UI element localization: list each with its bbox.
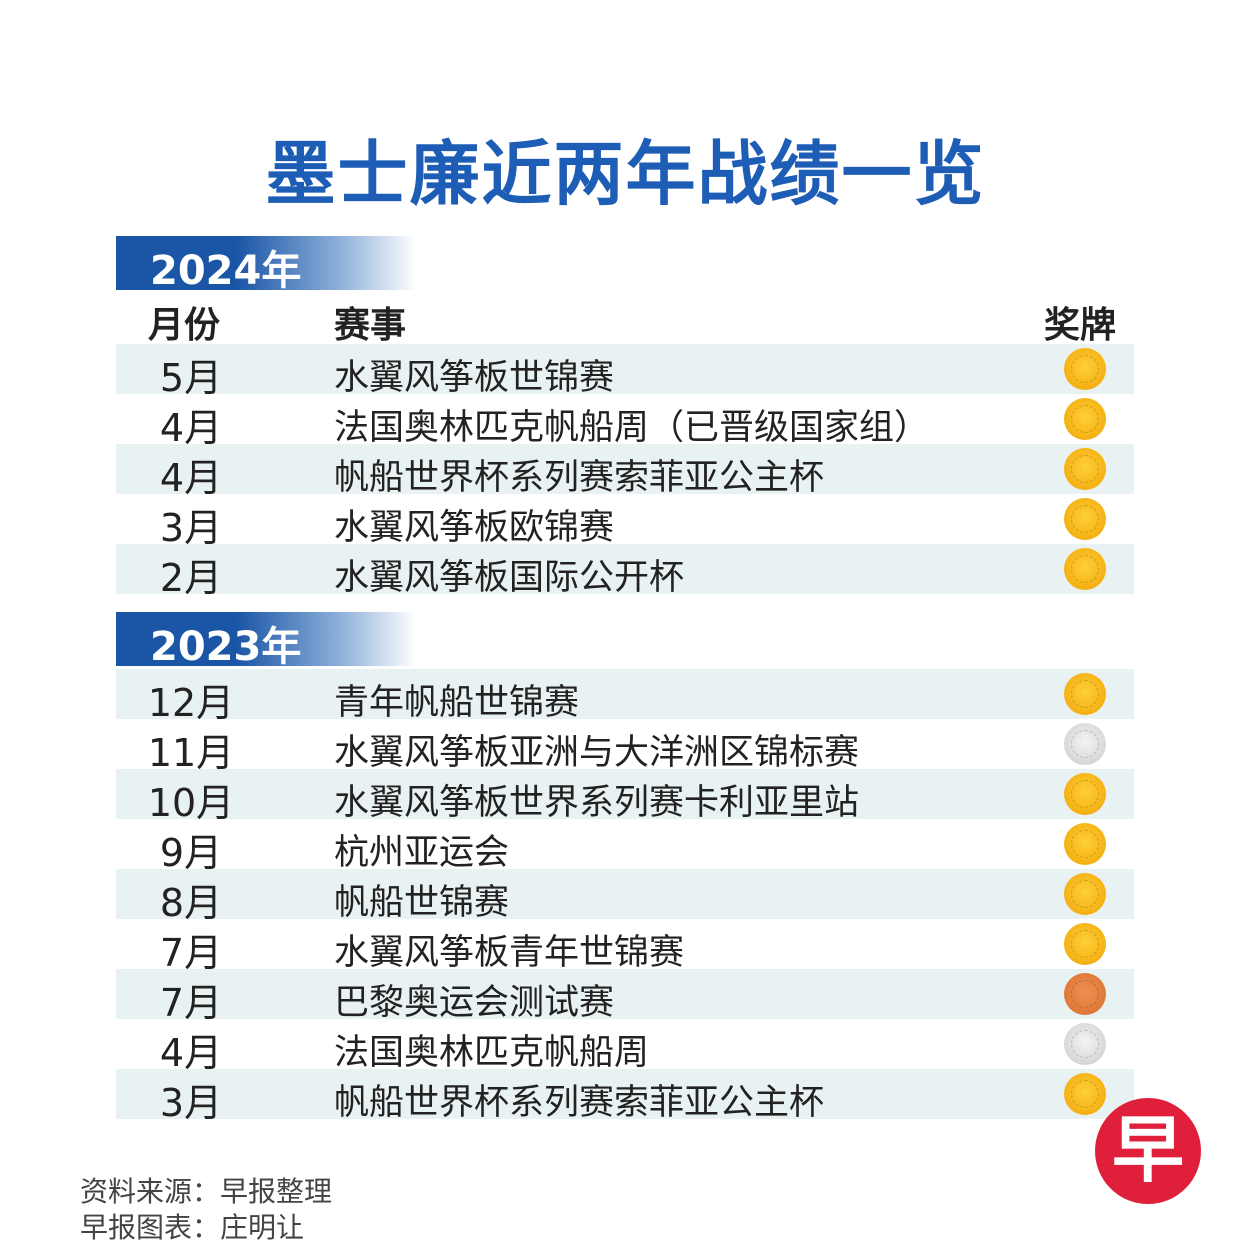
- event-cell: 水翼风筝板世界系列赛卡利亚里站: [334, 783, 860, 823]
- zaobao-logo: 早: [1095, 1098, 1201, 1204]
- gold-medal-icon: [1064, 823, 1106, 865]
- event-cell: 水翼风筝板欧锦赛: [334, 508, 615, 548]
- gold-medal-icon: [1064, 548, 1106, 590]
- event-cell: 帆船世界杯系列赛索菲亚公主杯: [334, 458, 825, 498]
- credit-note: 早报图表：庄明让: [80, 1211, 305, 1244]
- table-row: 10月 水翼风筝板世界系列赛卡利亚里站: [116, 769, 1134, 825]
- table-row: 3月 水翼风筝板欧锦赛: [116, 494, 1134, 550]
- table-row: 4月 法国奥林匹克帆船周: [116, 1019, 1134, 1075]
- bronze-medal-icon: [1064, 973, 1106, 1015]
- gold-medal-icon: [1064, 773, 1106, 815]
- gold-medal-icon: [1064, 673, 1106, 715]
- month-cell: 11月: [147, 731, 235, 775]
- month-cell: 7月: [159, 931, 223, 975]
- table-row: 8月 帆船世锦赛: [116, 869, 1134, 925]
- event-cell: 巴黎奥运会测试赛: [334, 983, 615, 1023]
- table-row: 3月 帆船世界杯系列赛索菲亚公主杯: [116, 1069, 1134, 1125]
- month-cell: 4月: [159, 406, 223, 450]
- gold-medal-icon: [1064, 1073, 1106, 1115]
- table-row: 11月 水翼风筝板亚洲与大洋洲区锦标赛: [116, 719, 1134, 775]
- column-header-medal: 奖牌: [1044, 305, 1117, 346]
- page-title: 墨士廉近两年战绩一览: [265, 133, 986, 215]
- gold-medal-icon: [1064, 348, 1106, 390]
- year-label: 2023年: [150, 624, 302, 670]
- gold-medal-icon: [1064, 873, 1106, 915]
- silver-medal-icon: [1064, 723, 1106, 765]
- month-cell: 4月: [159, 456, 223, 500]
- column-header-event: 赛事: [334, 305, 407, 346]
- month-cell: 8月: [159, 881, 223, 925]
- event-cell: 法国奥林匹克帆船周: [334, 1033, 650, 1073]
- gold-medal-icon: [1064, 923, 1106, 965]
- event-cell: 法国奥林匹克帆船周（已晋级国家组）: [334, 408, 930, 448]
- event-cell: 帆船世锦赛: [334, 883, 510, 923]
- results-table-2024: 5月 水翼风筝板世锦赛 4月 法国奥林匹克帆船周（已晋级国家组） 4月 帆船世界杯系列赛索…: [116, 344, 1134, 600]
- table-row: 12月 青年帆船世锦赛: [116, 669, 1134, 725]
- event-cell: 杭州亚运会: [334, 833, 510, 873]
- results-table-2023: 12月 青年帆船世锦赛 11月 水翼风筝板亚洲与大洋洲区锦标赛 10月 水翼风筝板世界系列…: [116, 669, 1134, 1125]
- table-row: 9月 杭州亚运会: [116, 819, 1134, 875]
- month-cell: 12月: [147, 681, 235, 725]
- source-note: 资料来源：早报整理: [80, 1175, 333, 1208]
- event-cell: 水翼风筝板国际公开杯: [334, 558, 685, 598]
- gold-medal-icon: [1064, 448, 1106, 490]
- month-cell: 3月: [159, 1081, 223, 1125]
- event-cell: 水翼风筝板世锦赛: [334, 358, 615, 398]
- year-banner-2024: 2024年: [116, 236, 416, 294]
- table-row: 2月 水翼风筝板国际公开杯: [116, 544, 1134, 600]
- event-cell: 青年帆船世锦赛: [334, 683, 580, 723]
- month-cell: 7月: [159, 981, 223, 1025]
- silver-medal-icon: [1064, 1023, 1106, 1065]
- event-cell: 水翼风筝板亚洲与大洋洲区锦标赛: [334, 733, 860, 773]
- table-row: 4月 法国奥林匹克帆船周（已晋级国家组）: [116, 394, 1134, 450]
- table-row: 5月 水翼风筝板世锦赛: [116, 344, 1134, 400]
- event-cell: 水翼风筝板青年世锦赛: [334, 933, 685, 973]
- month-cell: 2月: [159, 556, 223, 600]
- gold-medal-icon: [1064, 398, 1106, 440]
- column-header-month: 月份: [148, 305, 221, 346]
- month-cell: 4月: [159, 1031, 223, 1075]
- month-cell: 5月: [159, 356, 223, 400]
- year-banner-2023: 2023年: [116, 612, 416, 670]
- table-row: 7月 巴黎奥运会测试赛: [116, 969, 1134, 1025]
- table-row: 4月 帆船世界杯系列赛索菲亚公主杯: [116, 444, 1134, 500]
- table-row: 7月 水翼风筝板青年世锦赛: [116, 919, 1134, 975]
- month-cell: 9月: [159, 831, 223, 875]
- month-cell: 10月: [147, 781, 235, 825]
- month-cell: 3月: [159, 506, 223, 550]
- event-cell: 帆船世界杯系列赛索菲亚公主杯: [334, 1083, 825, 1123]
- gold-medal-icon: [1064, 498, 1106, 540]
- year-label: 2024年: [150, 248, 302, 294]
